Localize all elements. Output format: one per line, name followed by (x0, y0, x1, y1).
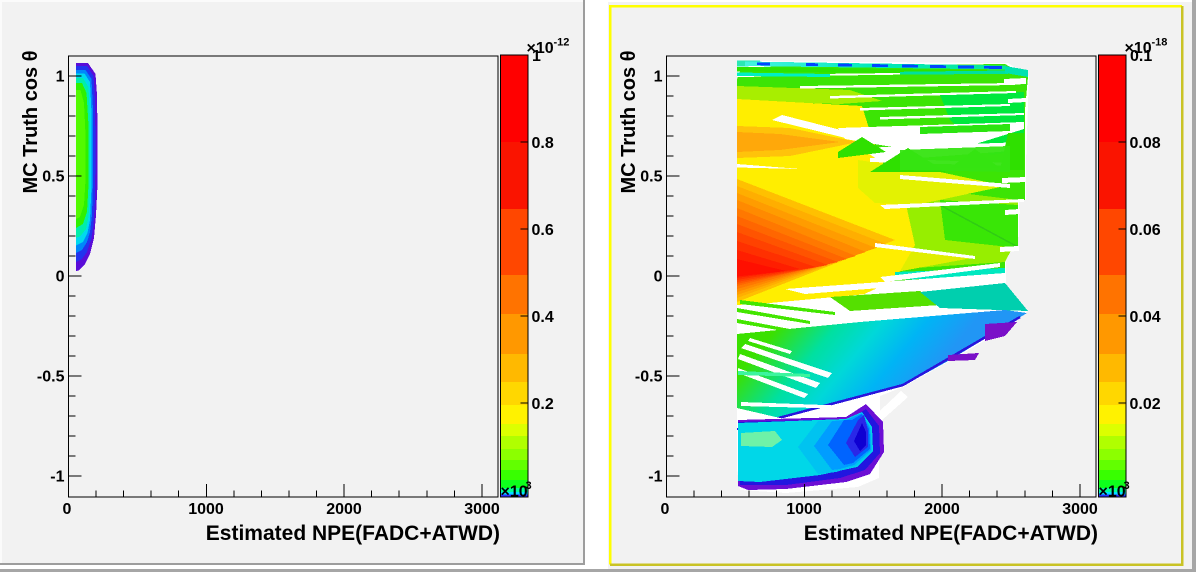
svg-text:3: 3 (1124, 480, 1130, 492)
svg-text:-12: -12 (554, 37, 570, 49)
svg-text:1000: 1000 (188, 501, 224, 518)
svg-text:0.4: 0.4 (532, 309, 554, 326)
svg-text:1: 1 (532, 48, 541, 65)
svg-text:×10: ×10 (1125, 40, 1152, 57)
svg-text:1: 1 (654, 69, 663, 86)
svg-text:0: 0 (654, 269, 663, 286)
svg-text:-1: -1 (648, 469, 662, 486)
svg-text:2000: 2000 (924, 501, 960, 518)
svg-text:3000: 3000 (464, 501, 500, 518)
svg-text:0: 0 (63, 501, 72, 518)
svg-text:3000: 3000 (1062, 501, 1098, 518)
svg-text:0.8: 0.8 (532, 135, 554, 152)
svg-text:-18: -18 (1152, 37, 1168, 49)
svg-text:Estimated NPE(FADC+ATWD): Estimated NPE(FADC+ATWD) (206, 522, 500, 545)
svg-text:0.02: 0.02 (1130, 396, 1161, 413)
svg-text:0.5: 0.5 (640, 169, 662, 186)
svg-text:1000: 1000 (786, 501, 822, 518)
svg-text:0.6: 0.6 (532, 222, 554, 239)
svg-text:0: 0 (56, 269, 65, 286)
svg-text:-0.5: -0.5 (37, 369, 65, 386)
svg-text:-0.5: -0.5 (635, 369, 663, 386)
svg-text:×10: ×10 (501, 484, 528, 501)
svg-text:1: 1 (56, 69, 65, 86)
svg-text:Estimated NPE(FADC+ATWD): Estimated NPE(FADC+ATWD) (804, 522, 1098, 545)
svg-text:MC Truth cos θ: MC Truth cos θ (618, 50, 640, 193)
svg-text:0.06: 0.06 (1130, 222, 1161, 239)
svg-text:3: 3 (526, 480, 532, 492)
svg-text:×10: ×10 (527, 40, 554, 57)
svg-text:0.2: 0.2 (532, 396, 554, 413)
svg-text:0: 0 (661, 501, 670, 518)
svg-text:0.04: 0.04 (1130, 309, 1161, 326)
svg-text:-1: -1 (50, 469, 64, 486)
svg-text:MC Truth cos θ: MC Truth cos θ (20, 50, 42, 193)
svg-text:0.1: 0.1 (1130, 48, 1152, 65)
svg-text:×10: ×10 (1099, 484, 1126, 501)
svg-text:0.5: 0.5 (42, 169, 64, 186)
svg-text:2000: 2000 (326, 501, 362, 518)
svg-text:0.08: 0.08 (1130, 135, 1161, 152)
